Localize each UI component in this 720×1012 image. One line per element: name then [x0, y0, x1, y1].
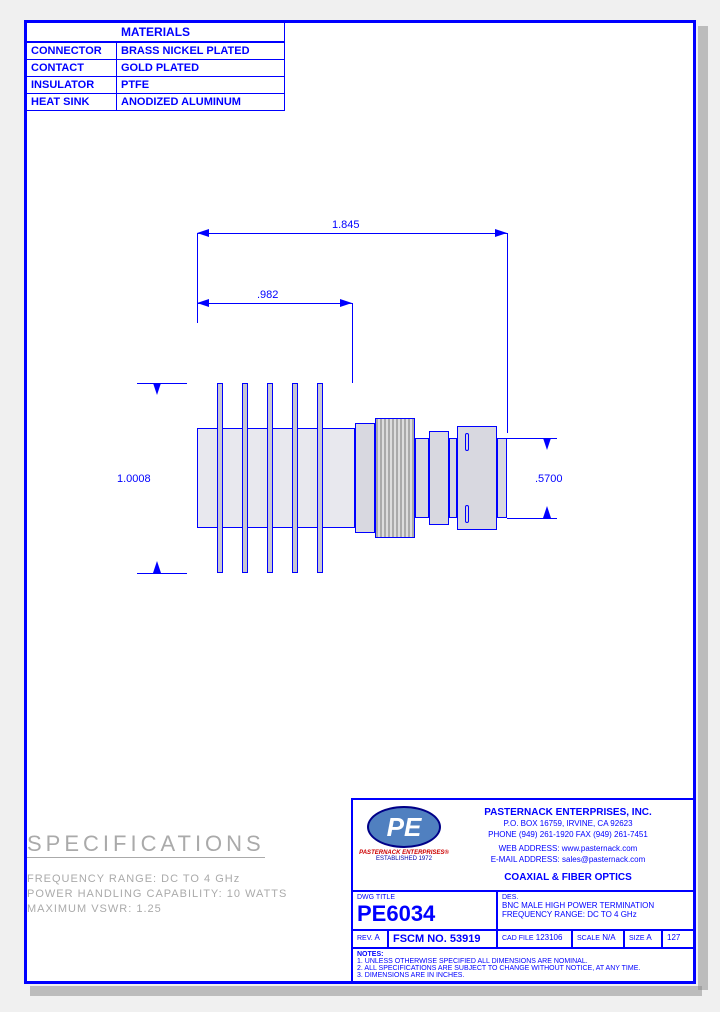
mat-label: CONNECTOR	[27, 43, 117, 59]
materials-table: MATERIALS CONNECTOR BRASS NICKEL PLATED …	[27, 23, 285, 111]
materials-header: MATERIALS	[27, 23, 284, 42]
table-row: HEAT SINK ANODIZED ALUMINUM	[27, 93, 284, 110]
part-row: DWG TITLE PE6034 DES. BNC MALE HIGH POWE…	[353, 892, 693, 931]
specifications-block: SPECIFICATIONS FREQUENCY RANGE: DC TO 4 …	[27, 831, 347, 918]
meta-row: REV. A FSCM NO. 53919 CAD FILE 123106 SC…	[353, 931, 693, 949]
logo: PE PASTERNACK ENTERPRISES® ESTABLISHED 1…	[359, 806, 449, 884]
notes-block: NOTES: 1. UNLESS OTHERWISE SPECIFIED ALL…	[353, 949, 693, 981]
spec-line: FREQUENCY RANGE: DC TO 4 GHz	[27, 873, 347, 885]
dim-heatsink-length: .982	[257, 289, 278, 301]
technical-drawing: 1.845 .982 1.0008 .5700	[187, 223, 587, 643]
spec-line: MAXIMUM VSWR: 1.25	[27, 903, 347, 915]
mat-label: INSULATOR	[27, 77, 117, 93]
mat-label: HEAT SINK	[27, 94, 117, 110]
table-row: CONNECTOR BRASS NICKEL PLATED	[27, 42, 284, 59]
dim-connector-dia: .5700	[535, 473, 563, 485]
table-row: INSULATOR PTFE	[27, 76, 284, 93]
mat-value: ANODIZED ALUMINUM	[117, 94, 284, 110]
company-row: PE PASTERNACK ENTERPRISES® ESTABLISHED 1…	[353, 800, 693, 892]
table-row: CONTACT GOLD PLATED	[27, 59, 284, 76]
spec-line: POWER HANDLING CAPABILITY: 10 WATTS	[27, 888, 347, 900]
part-number: PE6034	[357, 901, 492, 927]
mat-value: BRASS NICKEL PLATED	[117, 43, 284, 59]
spec-title: SPECIFICATIONS	[27, 831, 265, 858]
company-info: PASTERNACK ENTERPRISES, INC. P.O. BOX 16…	[449, 806, 687, 884]
mat-label: CONTACT	[27, 60, 117, 76]
title-block: PE PASTERNACK ENTERPRISES® ESTABLISHED 1…	[351, 798, 693, 981]
mat-value: GOLD PLATED	[117, 60, 284, 76]
dim-height: 1.0008	[117, 473, 151, 485]
mat-value: PTFE	[117, 77, 284, 93]
drawing-page: MATERIALS CONNECTOR BRASS NICKEL PLATED …	[24, 20, 696, 984]
dim-overall-length: 1.845	[332, 219, 360, 231]
